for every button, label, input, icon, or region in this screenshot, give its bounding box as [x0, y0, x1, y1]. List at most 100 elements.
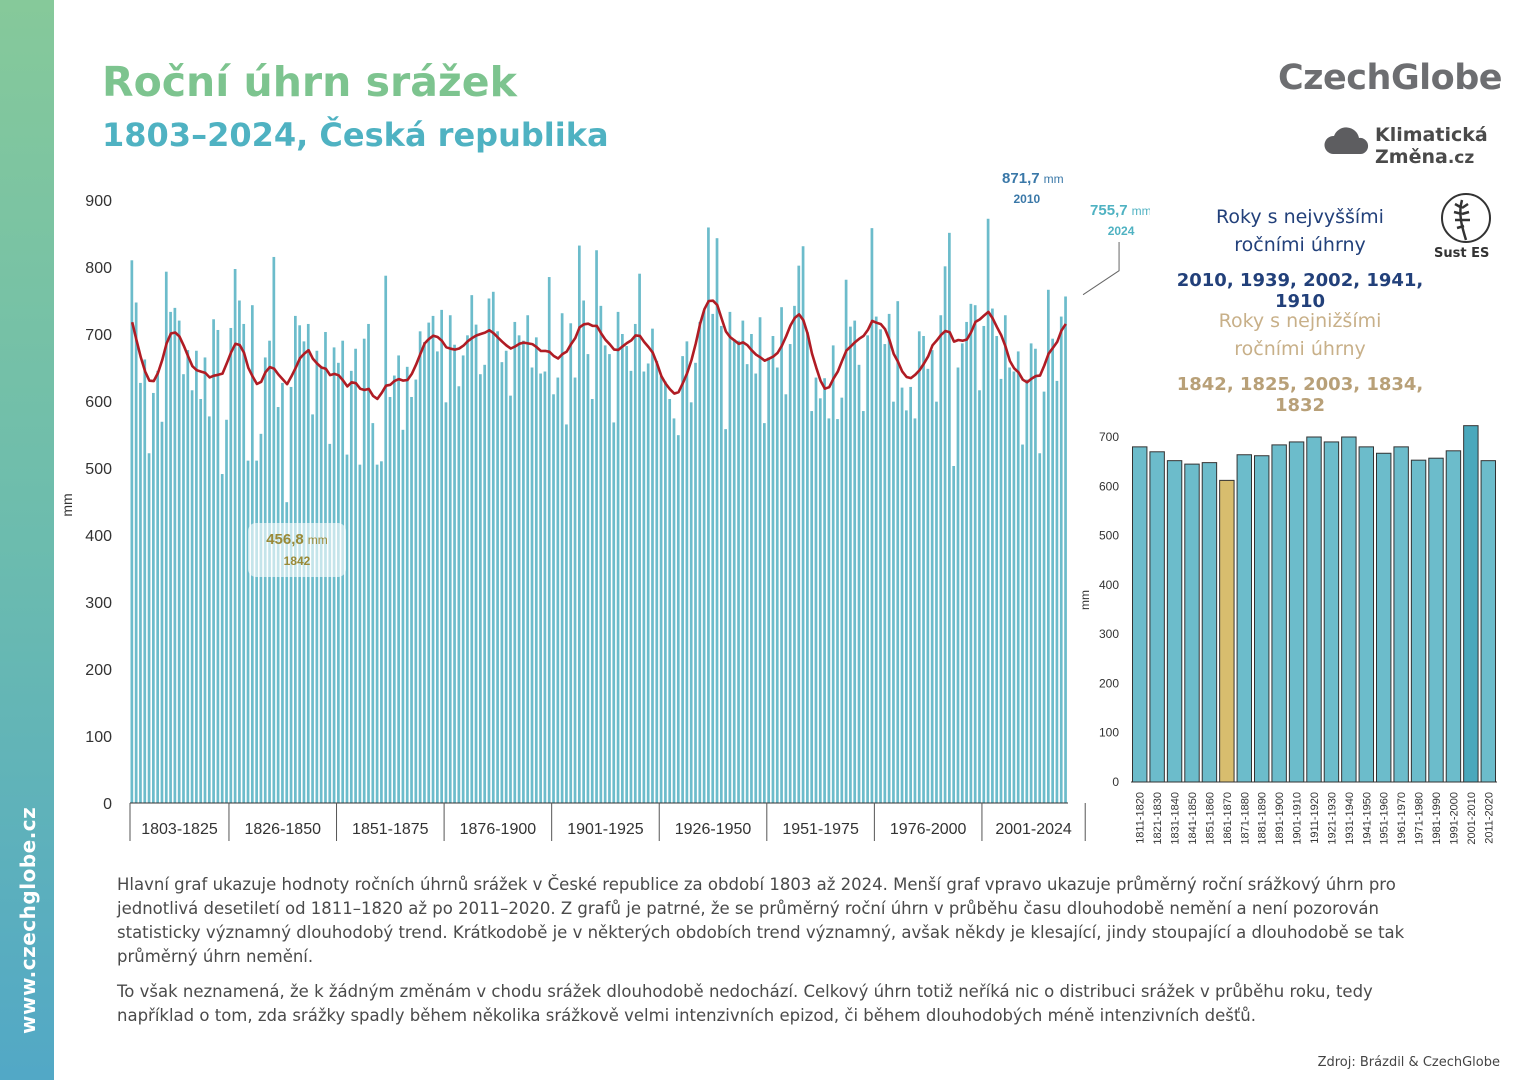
data-bar	[242, 323, 246, 803]
decade-label: 1971-1980	[1414, 792, 1426, 845]
data-bar	[474, 324, 478, 803]
data-bar	[552, 394, 555, 803]
sidebar: www.czechglobe.cz	[0, 0, 54, 1080]
x-group-label: 1926-1950	[675, 821, 752, 838]
dec-y-tick-label: 600	[1099, 479, 1119, 493]
data-bar	[616, 311, 620, 803]
data-bar	[427, 322, 431, 803]
decade-label: 1961-1970	[1396, 792, 1408, 845]
data-bar	[633, 323, 637, 803]
data-bar	[689, 402, 693, 803]
data-bar	[599, 305, 603, 803]
data-bar	[139, 382, 142, 803]
data-bar	[960, 343, 964, 803]
data-bar	[362, 338, 366, 803]
decade-bar	[1341, 436, 1357, 783]
decade-label: 1811-1820	[1135, 792, 1147, 844]
data-bar	[836, 419, 839, 803]
data-bar	[152, 392, 155, 803]
decadal-average-chart: 0 100 200 300 400 500 600 700 mm 1811-1820 1821-18…	[1078, 425, 1497, 845]
data-bar	[530, 367, 534, 803]
x-group-label: 1851-1875	[352, 821, 429, 838]
data-bar	[818, 398, 822, 803]
data-bar	[857, 364, 861, 803]
data-bar	[651, 328, 654, 803]
data-bar	[453, 344, 456, 803]
data-bar	[642, 371, 646, 803]
data-bar	[569, 323, 573, 803]
description: Hlavní graf ukazuje hodnoty ročních úhrn…	[117, 873, 1447, 1039]
data-bar	[448, 315, 452, 803]
data-bar	[719, 325, 723, 803]
website-url[interactable]: www.czechglobe.cz	[16, 806, 40, 1034]
data-bar	[418, 331, 422, 803]
dec-y-tick-label: 400	[1099, 578, 1119, 592]
decade-label: 1991-2000	[1448, 792, 1460, 845]
decade-bar	[1288, 441, 1305, 783]
decade-label: 1841-1850	[1187, 792, 1199, 845]
data-bar	[534, 337, 538, 803]
data-bar	[866, 335, 869, 803]
data-bar	[173, 307, 177, 803]
decade-bar	[1184, 463, 1200, 783]
data-bar	[741, 320, 745, 803]
data-bar	[311, 414, 314, 803]
data-bar	[823, 378, 826, 803]
decade-label: 1921-1930	[1326, 792, 1338, 845]
y-tick-label: 700	[85, 327, 112, 344]
data-bar	[625, 346, 629, 803]
data-bar	[160, 421, 164, 803]
data-bar	[556, 377, 560, 803]
data-bar	[840, 397, 844, 803]
decade-label: 1821-1830	[1152, 792, 1164, 845]
data-bar	[195, 350, 198, 803]
klimaticka-label: Klimatická	[1375, 124, 1488, 146]
decade-bar	[1358, 446, 1375, 783]
data-bar	[930, 350, 934, 803]
data-bar	[801, 246, 805, 804]
data-bar	[543, 371, 547, 803]
x-group-label: 1951-1975	[782, 821, 859, 838]
smoothed-trend-line	[130, 299, 1067, 401]
data-bar	[470, 295, 474, 803]
data-bar	[659, 376, 663, 803]
description-paragraph-1: Hlavní graf ukazuje hodnoty ročních úhrn…	[117, 875, 1405, 966]
data-bar	[702, 310, 706, 803]
data-bar	[435, 351, 439, 803]
data-bar	[681, 356, 684, 803]
data-bar	[354, 348, 357, 803]
data-bar	[806, 331, 809, 803]
data-bar	[246, 460, 250, 803]
data-bar	[904, 410, 908, 803]
data-bar	[1025, 379, 1029, 803]
data-bar	[509, 395, 512, 803]
x-group-label: 1803-1825	[141, 821, 218, 838]
source-note: Zdroj: Brázdil & CzechGlobe	[1317, 1055, 1500, 1070]
data-bar	[1034, 348, 1037, 803]
data-bar	[375, 464, 379, 803]
x-group-label: 1976-2000	[890, 821, 967, 838]
data-bar	[797, 265, 801, 803]
data-bar	[775, 367, 779, 803]
data-bar	[814, 377, 818, 803]
data-bar	[147, 453, 151, 803]
data-bar	[319, 366, 323, 803]
y-tick-label: 400	[85, 528, 112, 545]
data-bar	[186, 350, 190, 803]
data-bar	[526, 315, 530, 803]
data-bar	[259, 433, 263, 803]
page-title: Roční úhrn srážek	[102, 58, 517, 106]
data-bar	[212, 319, 215, 803]
decade-bar	[1463, 425, 1479, 783]
data-bar	[788, 344, 792, 803]
data-bar	[664, 381, 667, 803]
data-bar	[732, 339, 736, 803]
y-axis-label: mm	[60, 493, 75, 516]
data-bar	[130, 260, 134, 803]
data-bar	[948, 232, 951, 803]
data-bar	[956, 367, 960, 803]
data-bar	[577, 245, 581, 803]
data-bar	[491, 291, 495, 803]
data-bar	[943, 266, 947, 803]
zmena-label: Změna.cz	[1375, 146, 1475, 168]
